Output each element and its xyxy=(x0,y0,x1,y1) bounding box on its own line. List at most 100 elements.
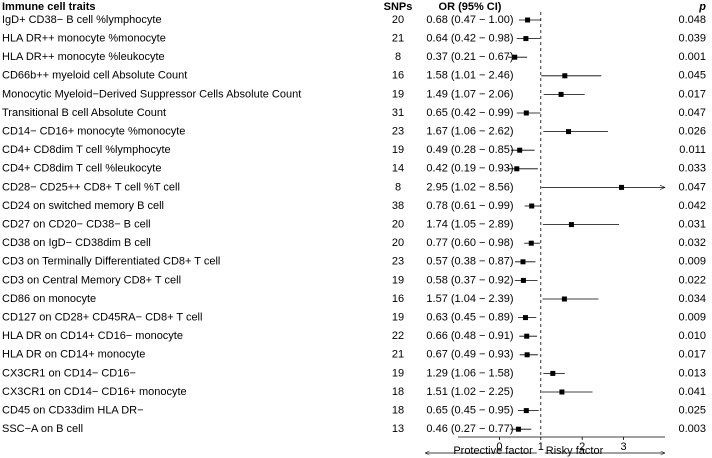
trait-label: CD4+ CD8dim T cell %leukocyte xyxy=(2,163,161,175)
p-value: 0.026 xyxy=(678,126,706,138)
p-value: 0.025 xyxy=(678,405,706,417)
snps-value: 19 xyxy=(392,88,404,100)
or-label: 0.67 (0.49 − 0.93) xyxy=(426,349,513,361)
or-point xyxy=(523,36,529,42)
trait-label: CD45 on CD33dim HLA DR− xyxy=(2,405,144,417)
snps-value: 8 xyxy=(395,51,401,63)
snps-value: 18 xyxy=(392,386,404,398)
snps-value: 19 xyxy=(392,274,404,286)
header-snps: SNPs xyxy=(384,1,413,13)
snps-value: 16 xyxy=(392,293,404,305)
p-value: 0.013 xyxy=(678,367,706,379)
trait-label: CD14− CD16+ monocyte %monocyte xyxy=(2,126,185,138)
snps-value: 8 xyxy=(395,181,401,193)
snps-value: 21 xyxy=(392,33,404,45)
header-trait: Immune cell traits xyxy=(2,1,96,13)
p-value: 0.009 xyxy=(678,312,706,324)
trait-label: HLA DR on CD14+ CD16− monocyte xyxy=(2,330,183,342)
trait-label: Monocytic Myeloid−Derived Suppressor Cel… xyxy=(2,88,301,100)
x-tick-label: 3 xyxy=(621,441,627,453)
or-point xyxy=(524,333,530,339)
or-label: 0.58 (0.37 − 0.92) xyxy=(426,274,513,286)
or-label: 1.29 (1.06 − 1.58) xyxy=(426,367,513,379)
snps-value: 22 xyxy=(392,330,404,342)
or-label: 1.51 (1.02 − 2.25) xyxy=(426,386,513,398)
or-point xyxy=(525,17,531,23)
snps-value: 13 xyxy=(392,423,404,435)
or-label: 0.78 (0.61 − 0.99) xyxy=(426,200,513,212)
snps-value: 23 xyxy=(392,126,404,138)
p-value: 0.022 xyxy=(678,274,706,286)
or-point xyxy=(561,296,567,302)
or-label: 0.65 (0.42 − 0.99) xyxy=(426,107,513,119)
snps-value: 16 xyxy=(392,70,404,82)
snps-value: 14 xyxy=(392,163,404,175)
p-value: 0.017 xyxy=(678,349,706,361)
or-point xyxy=(512,54,518,60)
snps-value: 20 xyxy=(392,219,404,231)
trait-label: CD3 on Central Memory CD8+ T cell xyxy=(2,274,181,286)
or-label: 2.95 (1.02 − 8.56) xyxy=(426,181,513,193)
trait-label: CD86 on monocyte xyxy=(2,293,96,305)
or-label: 1.74 (1.05 − 2.89) xyxy=(426,219,513,231)
or-label: 1.58 (1.01 − 2.46) xyxy=(426,70,513,82)
x-tick-label: 0 xyxy=(496,441,502,453)
protective-label: Protective factor xyxy=(453,445,533,457)
p-value: 0.041 xyxy=(678,386,706,398)
or-label: 0.42 (0.19 − 0.93) xyxy=(426,163,513,175)
p-value: 0.010 xyxy=(678,330,706,342)
or-point xyxy=(529,203,535,209)
or-point xyxy=(528,240,534,246)
or-point xyxy=(524,352,530,358)
p-value: 0.003 xyxy=(678,423,706,435)
or-label: 0.63 (0.45 − 0.89) xyxy=(426,312,513,324)
p-value: 0.001 xyxy=(678,51,706,63)
p-value: 0.031 xyxy=(678,219,706,231)
trait-label: CX3CR1 on CD14− CD16+ monocyte xyxy=(2,386,187,398)
or-point xyxy=(550,370,556,376)
p-value: 0.047 xyxy=(678,107,706,119)
snps-value: 19 xyxy=(392,144,404,156)
or-point xyxy=(515,426,521,432)
trait-label: CD3 on Terminally Differentiated CD8+ T … xyxy=(2,256,220,268)
p-value: 0.045 xyxy=(678,70,706,82)
trait-label: CD27 on CD20− CD38− B cell xyxy=(2,219,151,231)
snps-value: 38 xyxy=(392,200,404,212)
or-point xyxy=(562,73,568,79)
p-value: 0.042 xyxy=(678,200,706,212)
trait-label: CD127 on CD28+ CD45RA− CD8+ T cell xyxy=(2,312,202,324)
header-or: OR (95% CI) xyxy=(439,1,502,13)
or-label: 0.46 (0.27 − 0.77) xyxy=(426,423,513,435)
risky-label: Risky factor xyxy=(546,445,604,457)
p-value: 0.047 xyxy=(678,181,706,193)
p-value: 0.033 xyxy=(678,163,706,175)
snps-value: 19 xyxy=(392,312,404,324)
trait-label: CD38 on IgD− CD38dim B cell xyxy=(2,237,151,249)
or-point xyxy=(568,222,574,228)
trait-label: HLA DR on CD14+ monocyte xyxy=(2,349,145,361)
snps-value: 21 xyxy=(392,349,404,361)
trait-label: Transitional B cell Absolute Count xyxy=(2,107,166,119)
p-value: 0.048 xyxy=(678,14,706,26)
or-point xyxy=(517,147,523,153)
or-label: 0.65 (0.45 − 0.95) xyxy=(426,405,513,417)
trait-label: IgD+ CD38− B cell %lymphocyte xyxy=(2,14,162,26)
snps-value: 31 xyxy=(392,107,404,119)
or-label: 1.67 (1.06 − 2.62) xyxy=(426,126,513,138)
trait-label: HLA DR++ monocyte %monocyte xyxy=(2,33,166,45)
snps-value: 18 xyxy=(392,405,404,417)
snps-value: 19 xyxy=(392,367,404,379)
or-point xyxy=(523,110,529,116)
snps-value: 20 xyxy=(392,237,404,249)
or-label: 0.37 (0.21 − 0.67) xyxy=(426,51,513,63)
trait-label: CD4+ CD8dim T cell %lymphocyte xyxy=(2,144,171,156)
p-value: 0.032 xyxy=(678,237,706,249)
snps-value: 20 xyxy=(392,14,404,26)
header-p: p xyxy=(698,1,706,13)
or-label: 0.49 (0.28 − 0.85) xyxy=(426,144,513,156)
trait-label: SSC−A on B cell xyxy=(2,423,83,435)
or-label: 0.66 (0.48 − 0.91) xyxy=(426,330,513,342)
or-point xyxy=(619,184,625,190)
or-label: 0.57 (0.38 − 0.87) xyxy=(426,256,513,268)
